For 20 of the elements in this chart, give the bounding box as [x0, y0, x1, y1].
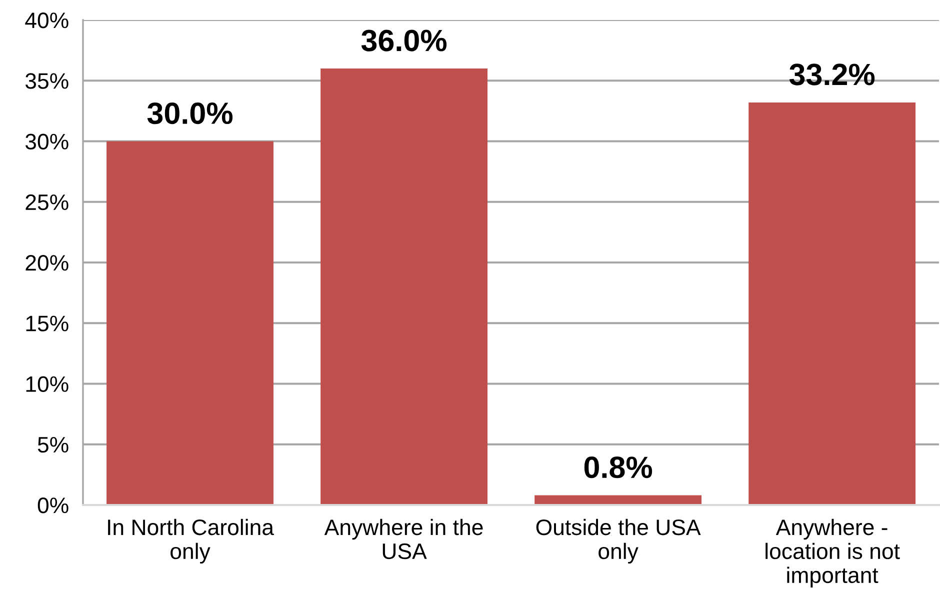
y-tick-label: 0%: [38, 498, 68, 514]
y-tick-label: 10%: [26, 376, 68, 392]
y-tick-label: 40%: [25, 12, 68, 28]
data-label: 33.2%: [789, 64, 875, 86]
data-label: 30.0%: [147, 102, 233, 124]
x-tick-label: In North Carolina only: [108, 518, 274, 564]
y-tick-label: 35%: [25, 73, 68, 89]
x-tick-label: Anywhere - location is not important: [766, 518, 900, 588]
y-tick-label: 20%: [26, 255, 68, 271]
bar: [748, 102, 916, 505]
x-tick-label: Anywhere in the USA: [324, 518, 483, 560]
x-tick-label: Outside the USA only: [536, 518, 701, 564]
y-tick-label: 30%: [25, 134, 68, 150]
bar: [320, 68, 488, 505]
bar: [106, 141, 274, 505]
data-label: 0.8%: [584, 456, 652, 478]
y-tick-label: 25%: [26, 194, 68, 210]
y-tick-label: 5%: [38, 437, 68, 453]
data-label: 36.0%: [361, 30, 447, 52]
y-tick-label: 15%: [26, 316, 68, 332]
